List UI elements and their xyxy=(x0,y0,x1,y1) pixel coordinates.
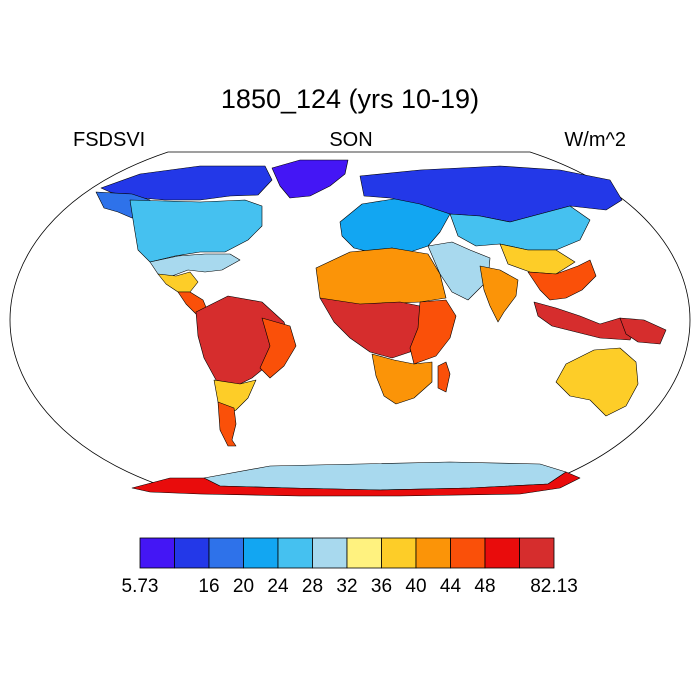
region-brazil-east xyxy=(259,317,297,379)
season-label: SON xyxy=(329,129,372,151)
colorbar-bin-2 xyxy=(174,537,210,569)
region-central-africa xyxy=(319,297,421,359)
colorbar-label: 40 xyxy=(405,576,426,597)
colorbar-labels: 5.73 16 20 24 28 32 36 40 44 48 82.13 xyxy=(122,576,578,597)
units-label: W/m^2 xyxy=(564,129,626,151)
region-madagascar xyxy=(437,361,451,393)
region-antarctica-coast xyxy=(131,471,581,497)
region-india xyxy=(479,265,519,323)
region-southern-africa xyxy=(371,353,433,405)
chart-title: 1850_124 (yrs 10-19) xyxy=(221,84,479,114)
colorbar-label: 48 xyxy=(474,576,495,597)
colorbar-label: 44 xyxy=(440,576,462,597)
colorbar-label: 24 xyxy=(267,576,289,597)
colorbar-label: 5.73 xyxy=(122,576,159,597)
colorbar-bin-6 xyxy=(312,537,348,569)
colorbar-bin-3 xyxy=(208,537,244,569)
colorbar-label: 20 xyxy=(233,576,254,597)
region-tibet xyxy=(499,243,576,275)
region-east-africa xyxy=(409,299,457,365)
colorbar-bin-4 xyxy=(243,537,279,569)
region-patagonia xyxy=(217,401,237,447)
region-greenland xyxy=(271,159,349,199)
land-fields xyxy=(95,159,667,497)
colorbar-bin-9 xyxy=(415,537,451,569)
region-southeast-asia xyxy=(527,259,597,301)
region-new-guinea xyxy=(619,317,667,345)
region-north-america xyxy=(129,199,263,263)
colorbar-label: 82.13 xyxy=(530,576,578,597)
colorbar-bin-10 xyxy=(450,537,486,569)
region-mexico xyxy=(157,271,199,293)
colorbar-bin-1 xyxy=(139,537,175,569)
colorbar-label: 28 xyxy=(302,576,323,597)
region-central-asia xyxy=(449,205,591,251)
colorbar-bin-12 xyxy=(519,537,555,569)
colorbar-bin-5 xyxy=(277,537,313,569)
colorbar-bin-7 xyxy=(346,537,382,569)
colorbar-bin-11 xyxy=(484,537,520,569)
colorbar-label: 16 xyxy=(198,576,219,597)
variable-label: FSDSVI xyxy=(73,129,145,151)
region-australia xyxy=(555,347,639,417)
colorbar-label: 32 xyxy=(336,576,357,597)
colorbar-label: 36 xyxy=(371,576,392,597)
colorbar-bin-8 xyxy=(381,537,417,569)
colorbar xyxy=(139,537,555,569)
